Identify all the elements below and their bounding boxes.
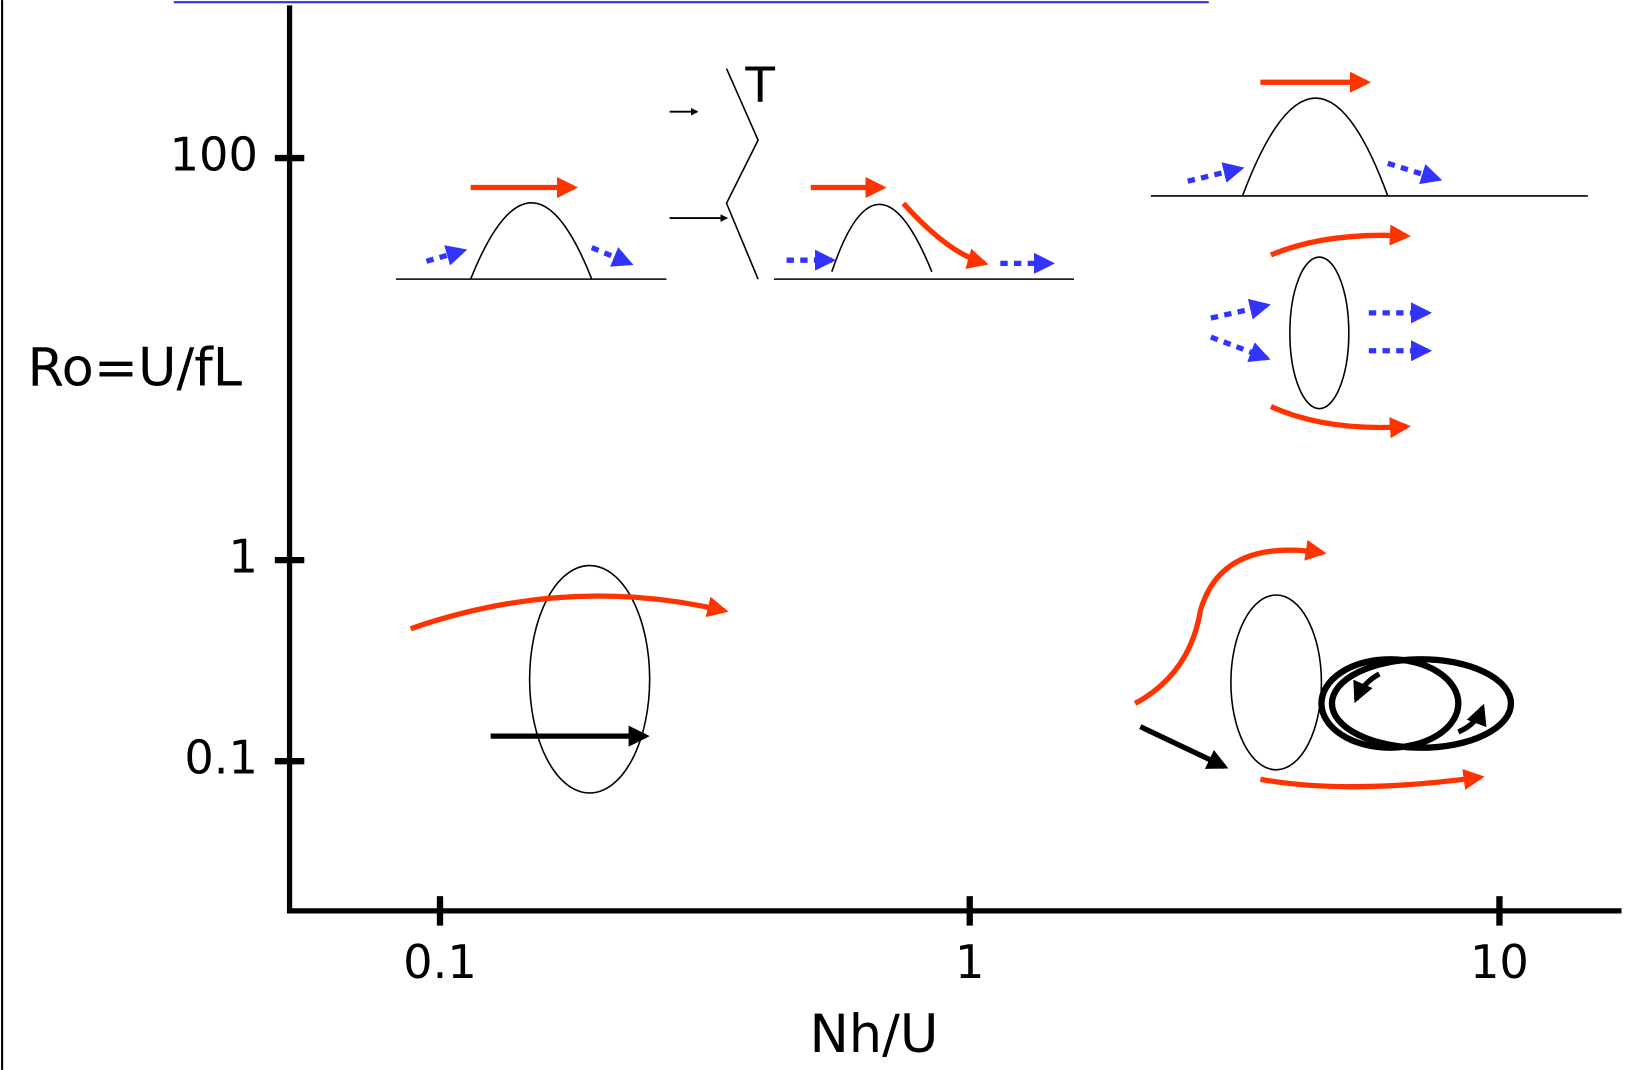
y-tick-label: 1 (228, 530, 257, 584)
sketch-flow-around-obstacle (1211, 235, 1428, 427)
annotation: T (744, 58, 775, 114)
figure: Ro=U/fL Nh/U T 0.1 1 10 100 1 0.1 (0, 0, 1651, 1070)
sketch-downslope-wind (774, 188, 1074, 280)
sketch-rotating-flow-over (411, 566, 725, 793)
axes-frame (290, 5, 1622, 911)
x-tick-label: 1 (955, 935, 984, 989)
page: {"chart_data": {"type": "regime-diagram"… (0, 0, 1651, 1070)
y-tick-label: 100 (170, 128, 258, 182)
sketch-flow-over-hill (396, 188, 667, 280)
x-tick-label: 0.1 (403, 935, 477, 989)
sketch-blocked-over-hill (1151, 82, 1588, 196)
y-axis-label: Ro=U/fL (27, 337, 242, 398)
x-tick-label: 10 (1470, 935, 1529, 989)
sketch-taylor-column (1135, 550, 1511, 787)
x-axis-label: Nh/U (809, 1004, 938, 1065)
y-tick-label: 0.1 (184, 731, 258, 785)
